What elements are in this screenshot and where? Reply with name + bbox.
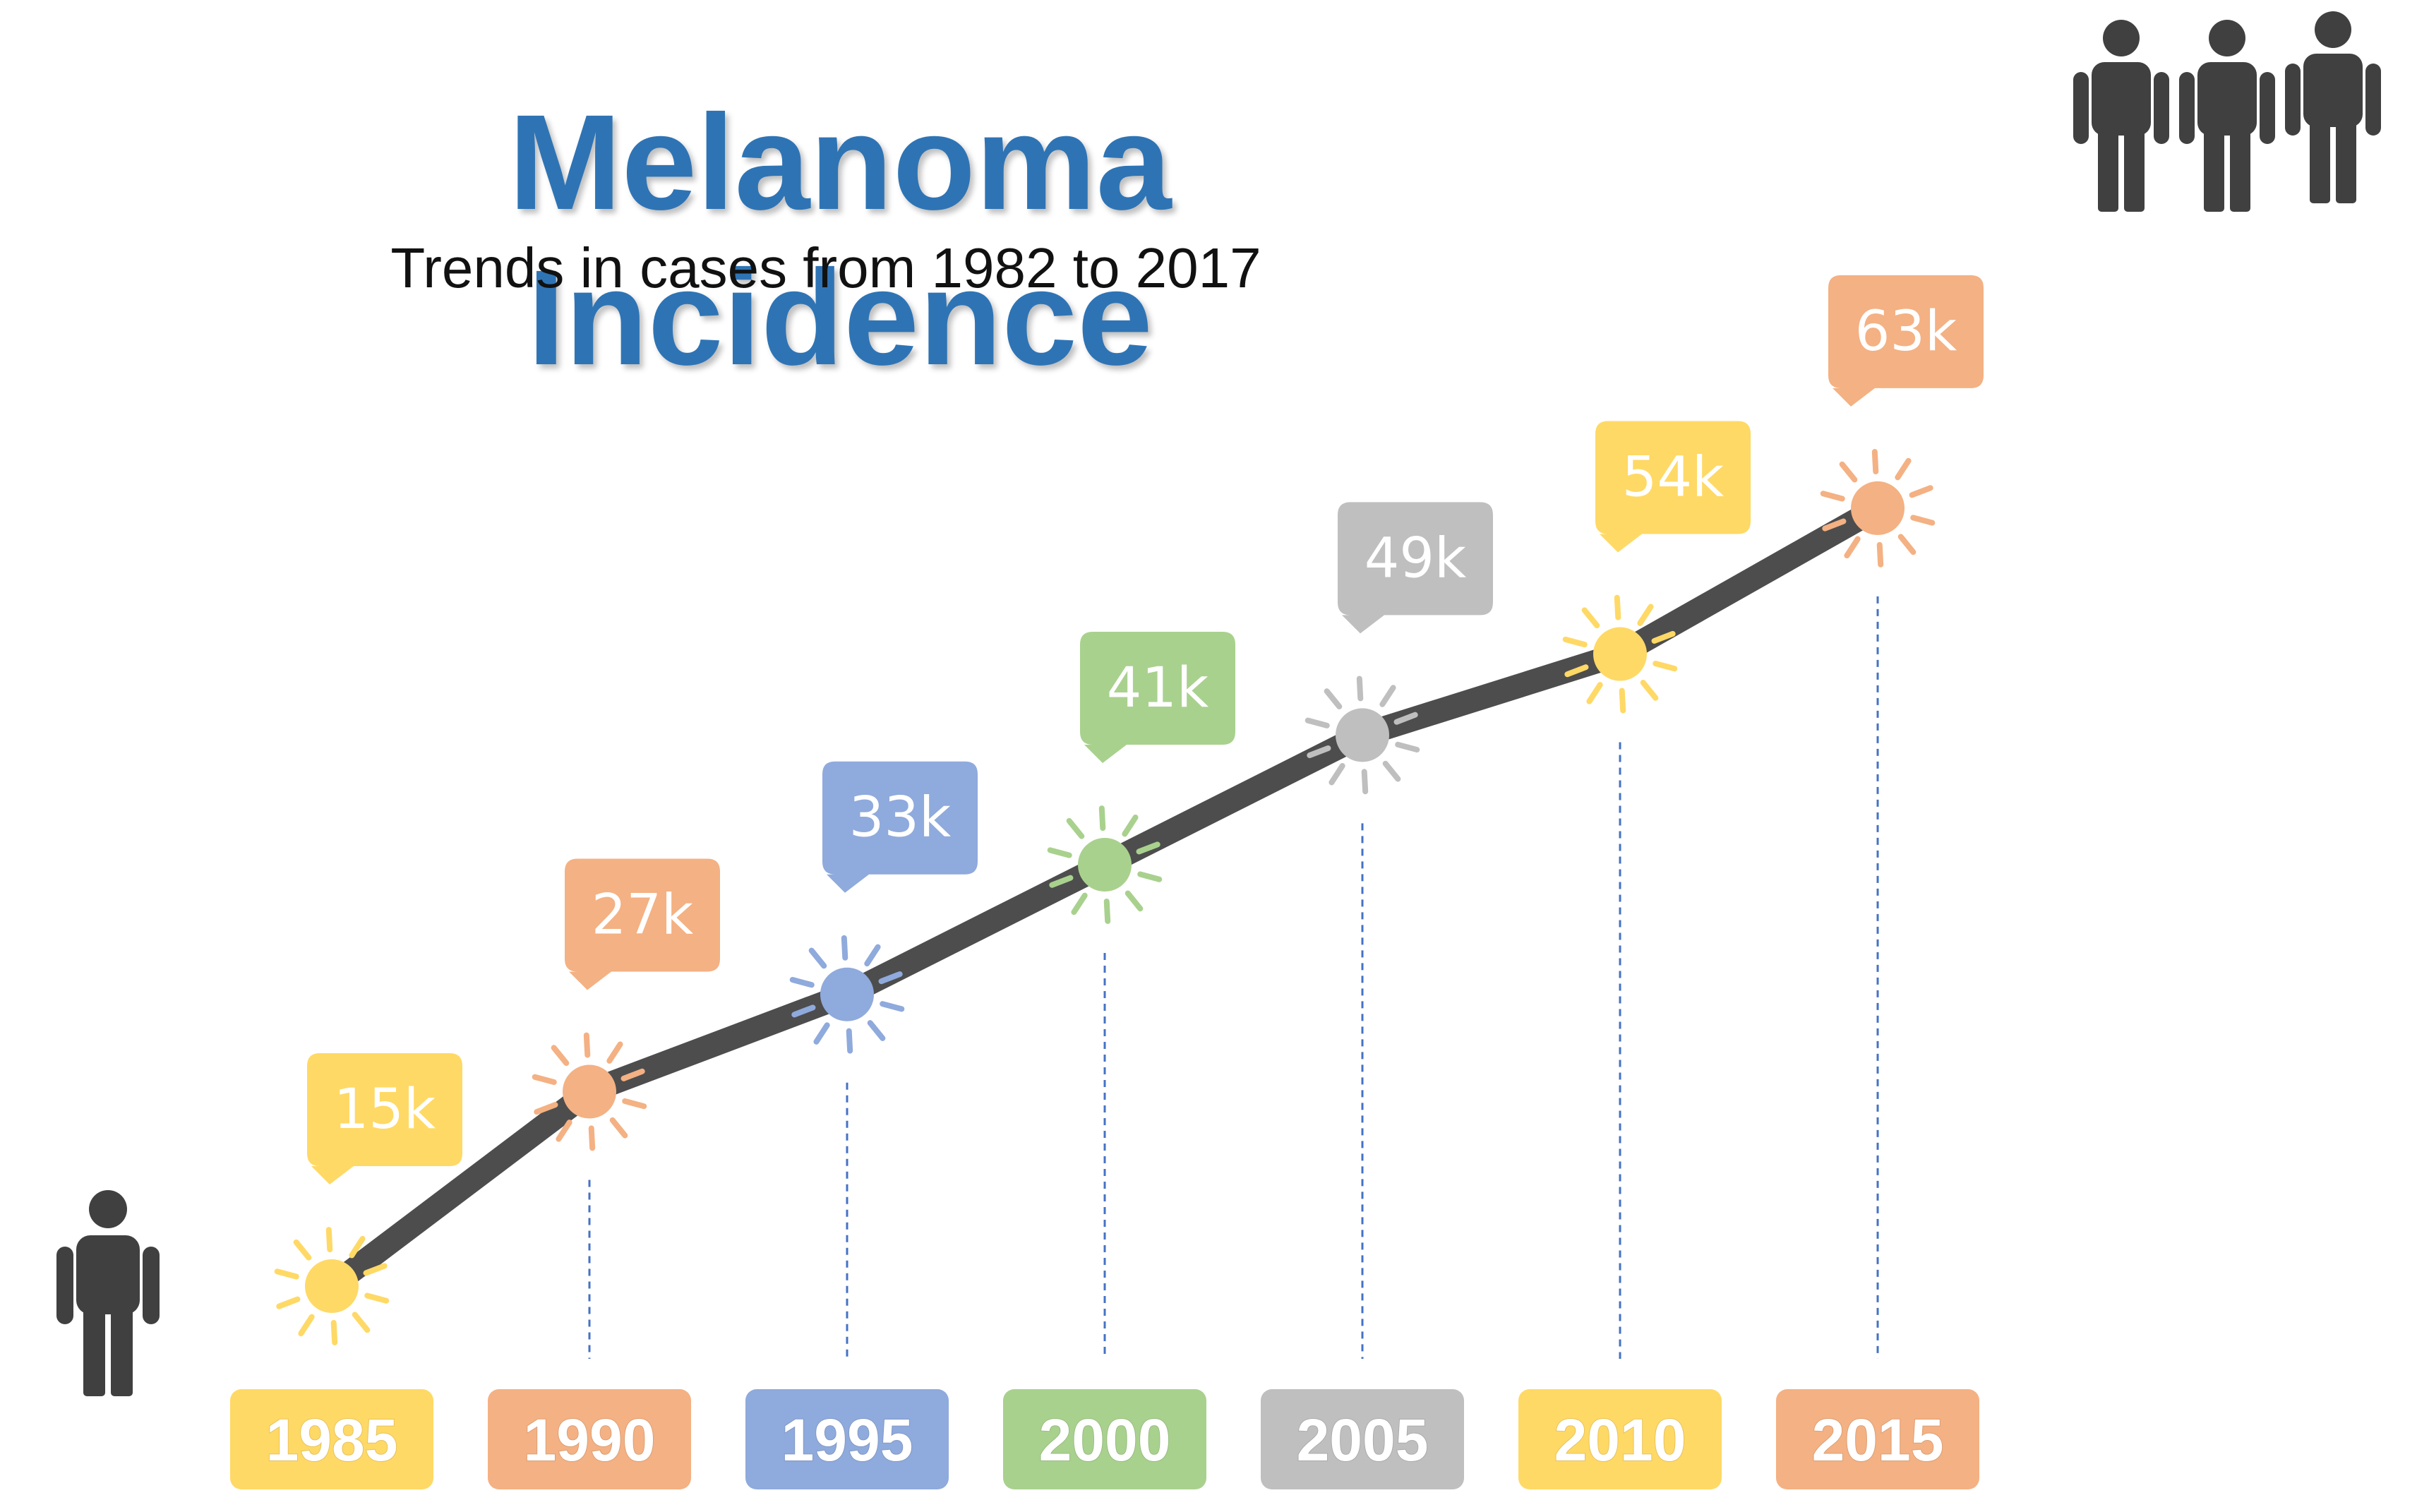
value-callout: 33k [822,761,978,893]
x-tick-label: 2000 [1039,1407,1171,1473]
value-callout: 15k [307,1053,462,1184]
sun-icon [789,935,905,1054]
sun-icon [532,1032,647,1151]
value-callout: 41k [1080,632,1235,764]
year-label: 2010 [1518,1389,1722,1489]
page-title: Melanoma Incidence [508,86,1172,393]
year-label: 1990 [488,1389,691,1489]
x-tick-label: 1995 [781,1407,913,1473]
x-tick-label: 2005 [1297,1407,1429,1473]
value-callout: 63k [1828,275,1984,407]
sun-icon [1047,805,1163,924]
year-label: 2000 [1003,1389,1206,1489]
value-label: 63k [1855,300,1957,364]
sun-icon [274,1227,390,1345]
sun-icon [1562,594,1678,714]
value-label: 33k [849,786,951,850]
sun-icon [1305,676,1420,795]
value-callout: 49k [1338,502,1493,634]
sun-icon [1820,449,1936,568]
page-subtitle: Trends in cases from 1982 to 2017 [390,236,1261,299]
year-label: 2015 [1776,1389,1979,1489]
person-icon [56,1190,160,1396]
x-tick-label: 2010 [1554,1407,1686,1473]
value-label: 54k [1622,446,1724,510]
year-label: 2005 [1261,1389,1464,1489]
x-tick-label: 1990 [524,1407,656,1473]
people-group-icon [2073,11,2381,212]
x-tick-label: 1985 [266,1407,398,1473]
value-label: 41k [1107,656,1208,720]
year-label: 1995 [745,1389,949,1489]
year-label: 1985 [230,1389,433,1489]
value-callout: 54k [1595,421,1751,553]
x-tick-label: 2015 [1812,1407,1944,1473]
value-callout: 27k [565,858,720,990]
value-label: 27k [592,883,693,947]
value-label: 49k [1365,527,1466,590]
value-label: 15k [334,1078,436,1141]
